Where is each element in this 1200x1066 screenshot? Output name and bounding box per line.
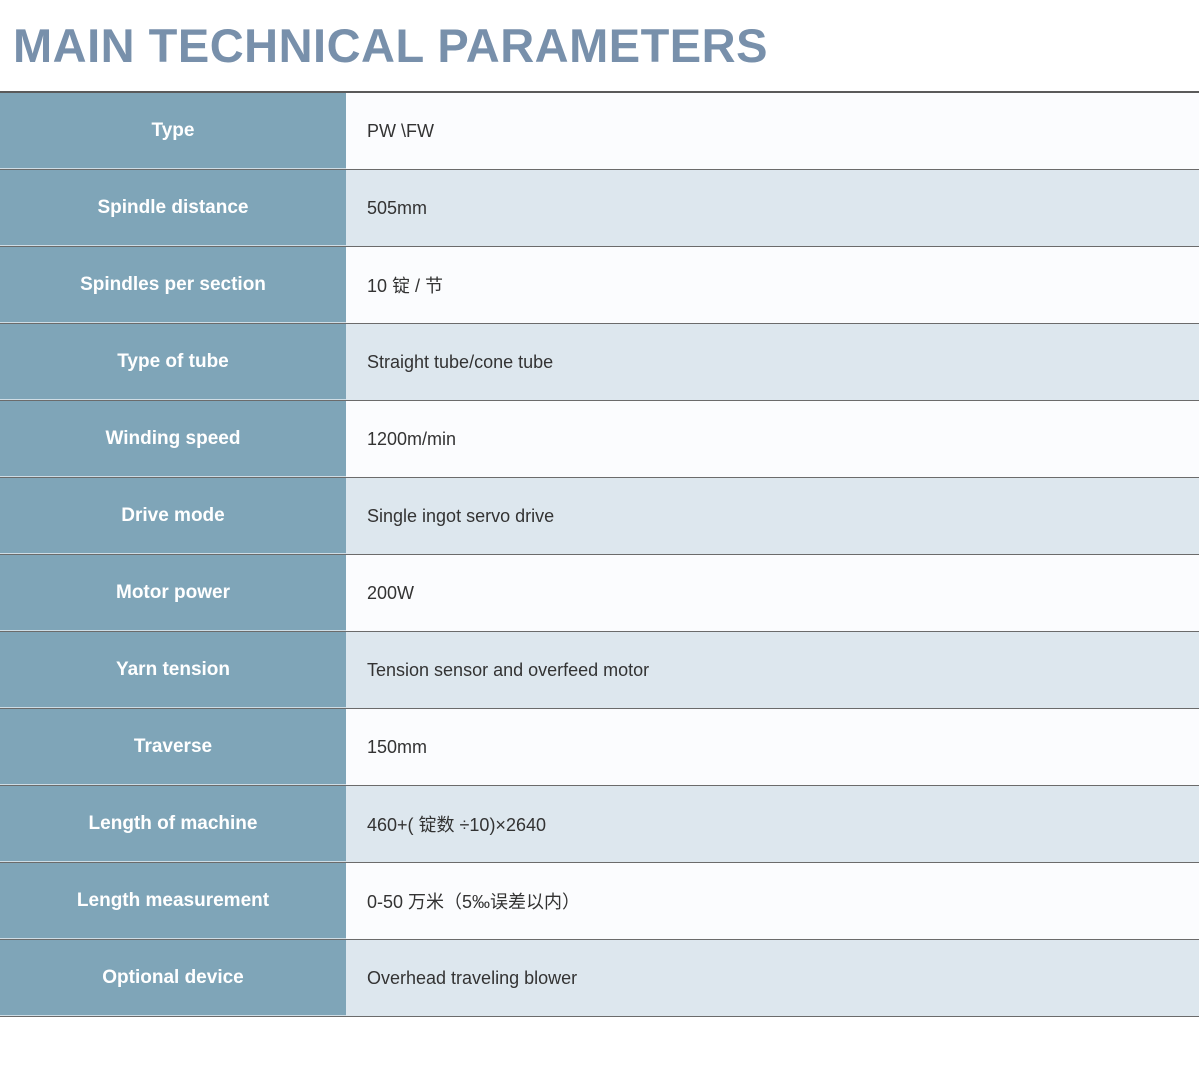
parameter-value: Tension sensor and overfeed motor [346,632,1199,708]
parameters-table: Type PW \FW Spindle distance 505mm Spindles … [0,91,1199,1017]
table-row: Type of tube Straight tube/cone tube [0,324,1199,401]
parameter-value: 460+( 锭数 ÷10)×2640 [346,786,1199,862]
parameter-value: Straight tube/cone tube [346,324,1199,400]
table-row: Optional device Overhead traveling blower [0,940,1199,1017]
table-row: Winding speed 1200m/min [0,401,1199,478]
parameter-value: Overhead traveling blower [346,940,1199,1016]
table-row: Type PW \FW [0,93,1199,170]
table-row: Yarn tension Tension sensor and overfeed … [0,632,1199,709]
parameter-label: Traverse [0,709,346,785]
parameter-value: 505mm [346,170,1199,246]
parameter-value: PW \FW [346,93,1199,169]
parameter-label: Spindles per section [0,247,346,323]
parameter-label: Length of machine [0,786,346,862]
table-row: Drive mode Single ingot servo drive [0,478,1199,555]
parameter-value: 200W [346,555,1199,631]
table-row: Spindle distance 505mm [0,170,1199,247]
table-row: Motor power 200W [0,555,1199,632]
table-row: Spindles per section 10 锭 / 节 [0,247,1199,324]
parameter-label: Motor power [0,555,346,631]
parameter-label: Type of tube [0,324,346,400]
parameter-value: Single ingot servo drive [346,478,1199,554]
parameter-label: Type [0,93,346,169]
table-row: Length measurement 0-50 万米（5‰误差以内） [0,863,1199,940]
parameter-label: Drive mode [0,478,346,554]
parameter-value: 150mm [346,709,1199,785]
parameter-label: Winding speed [0,401,346,477]
parameter-label: Optional device [0,940,346,1016]
table-row: Traverse 150mm [0,709,1199,786]
parameter-label: Spindle distance [0,170,346,246]
parameter-label: Yarn tension [0,632,346,708]
page-title: MAIN TECHNICAL PARAMETERS [13,19,768,72]
parameter-label: Length measurement [0,863,346,939]
parameter-value: 1200m/min [346,401,1199,477]
parameter-value: 10 锭 / 节 [346,247,1199,323]
parameter-value: 0-50 万米（5‰误差以内） [346,863,1199,939]
table-row: Length of machine 460+( 锭数 ÷10)×2640 [0,786,1199,863]
